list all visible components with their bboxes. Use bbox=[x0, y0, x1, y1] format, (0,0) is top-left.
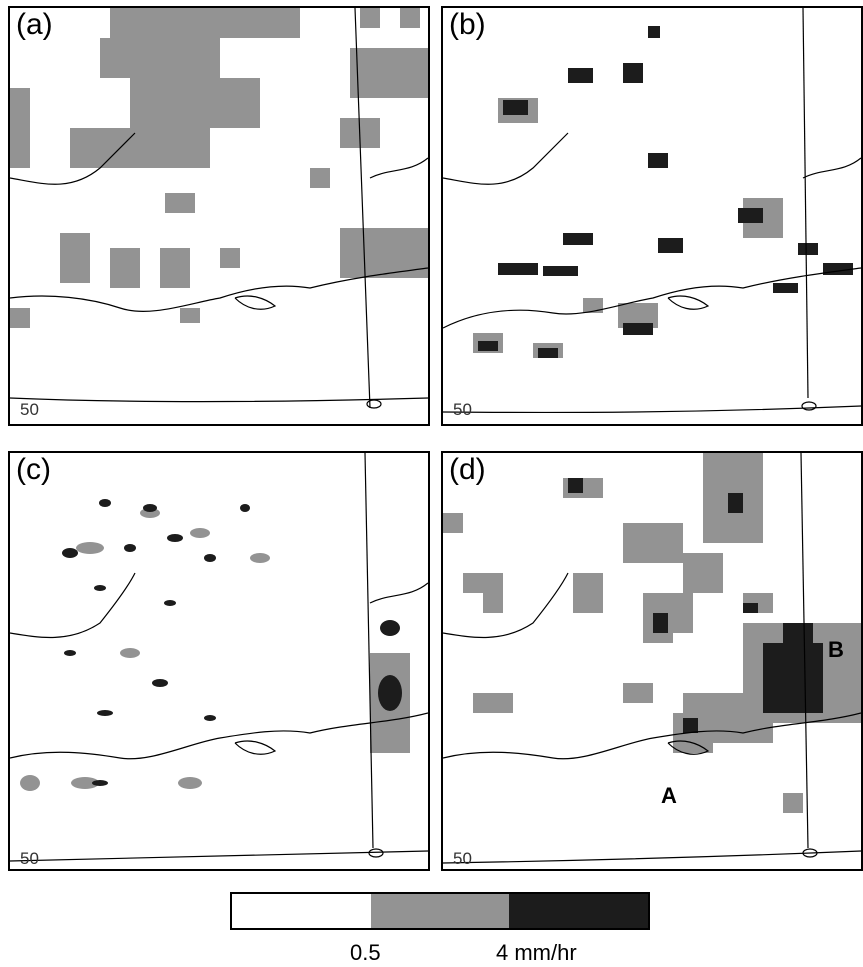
legend-threshold-high: 4 mm/hr bbox=[496, 940, 577, 965]
precip-map-b bbox=[443, 8, 861, 414]
legend-threshold-low: 0.5 bbox=[350, 940, 381, 965]
panel-a-label: (a) bbox=[16, 8, 53, 41]
marker-b: B bbox=[828, 637, 844, 662]
panel-b-lat-label: 50 bbox=[453, 400, 472, 419]
panel-a: (a) 50 bbox=[8, 6, 430, 426]
precip-legend bbox=[230, 892, 650, 930]
panel-c: (c) 50 bbox=[8, 451, 430, 871]
precip-map-c bbox=[10, 453, 428, 862]
legend-segment-high bbox=[509, 894, 649, 928]
legend-segment-low bbox=[232, 894, 371, 928]
marker-a: A bbox=[661, 783, 677, 808]
legend-colorbar bbox=[230, 892, 650, 930]
precip-map-a bbox=[10, 8, 428, 409]
panel-c-lat-label: 50 bbox=[20, 849, 39, 868]
panel-d-label: (d) bbox=[449, 453, 486, 486]
panel-b: (b) 50 bbox=[441, 6, 863, 426]
panel-d: (d) 50 A B bbox=[441, 451, 863, 871]
legend-segment-mid bbox=[370, 894, 510, 928]
panel-d-lat-label: 50 bbox=[453, 849, 472, 868]
precip-map-d bbox=[443, 453, 861, 864]
panel-b-label: (b) bbox=[449, 8, 486, 41]
panel-a-lat-label: 50 bbox=[20, 400, 39, 419]
panel-c-label: (c) bbox=[16, 453, 51, 486]
